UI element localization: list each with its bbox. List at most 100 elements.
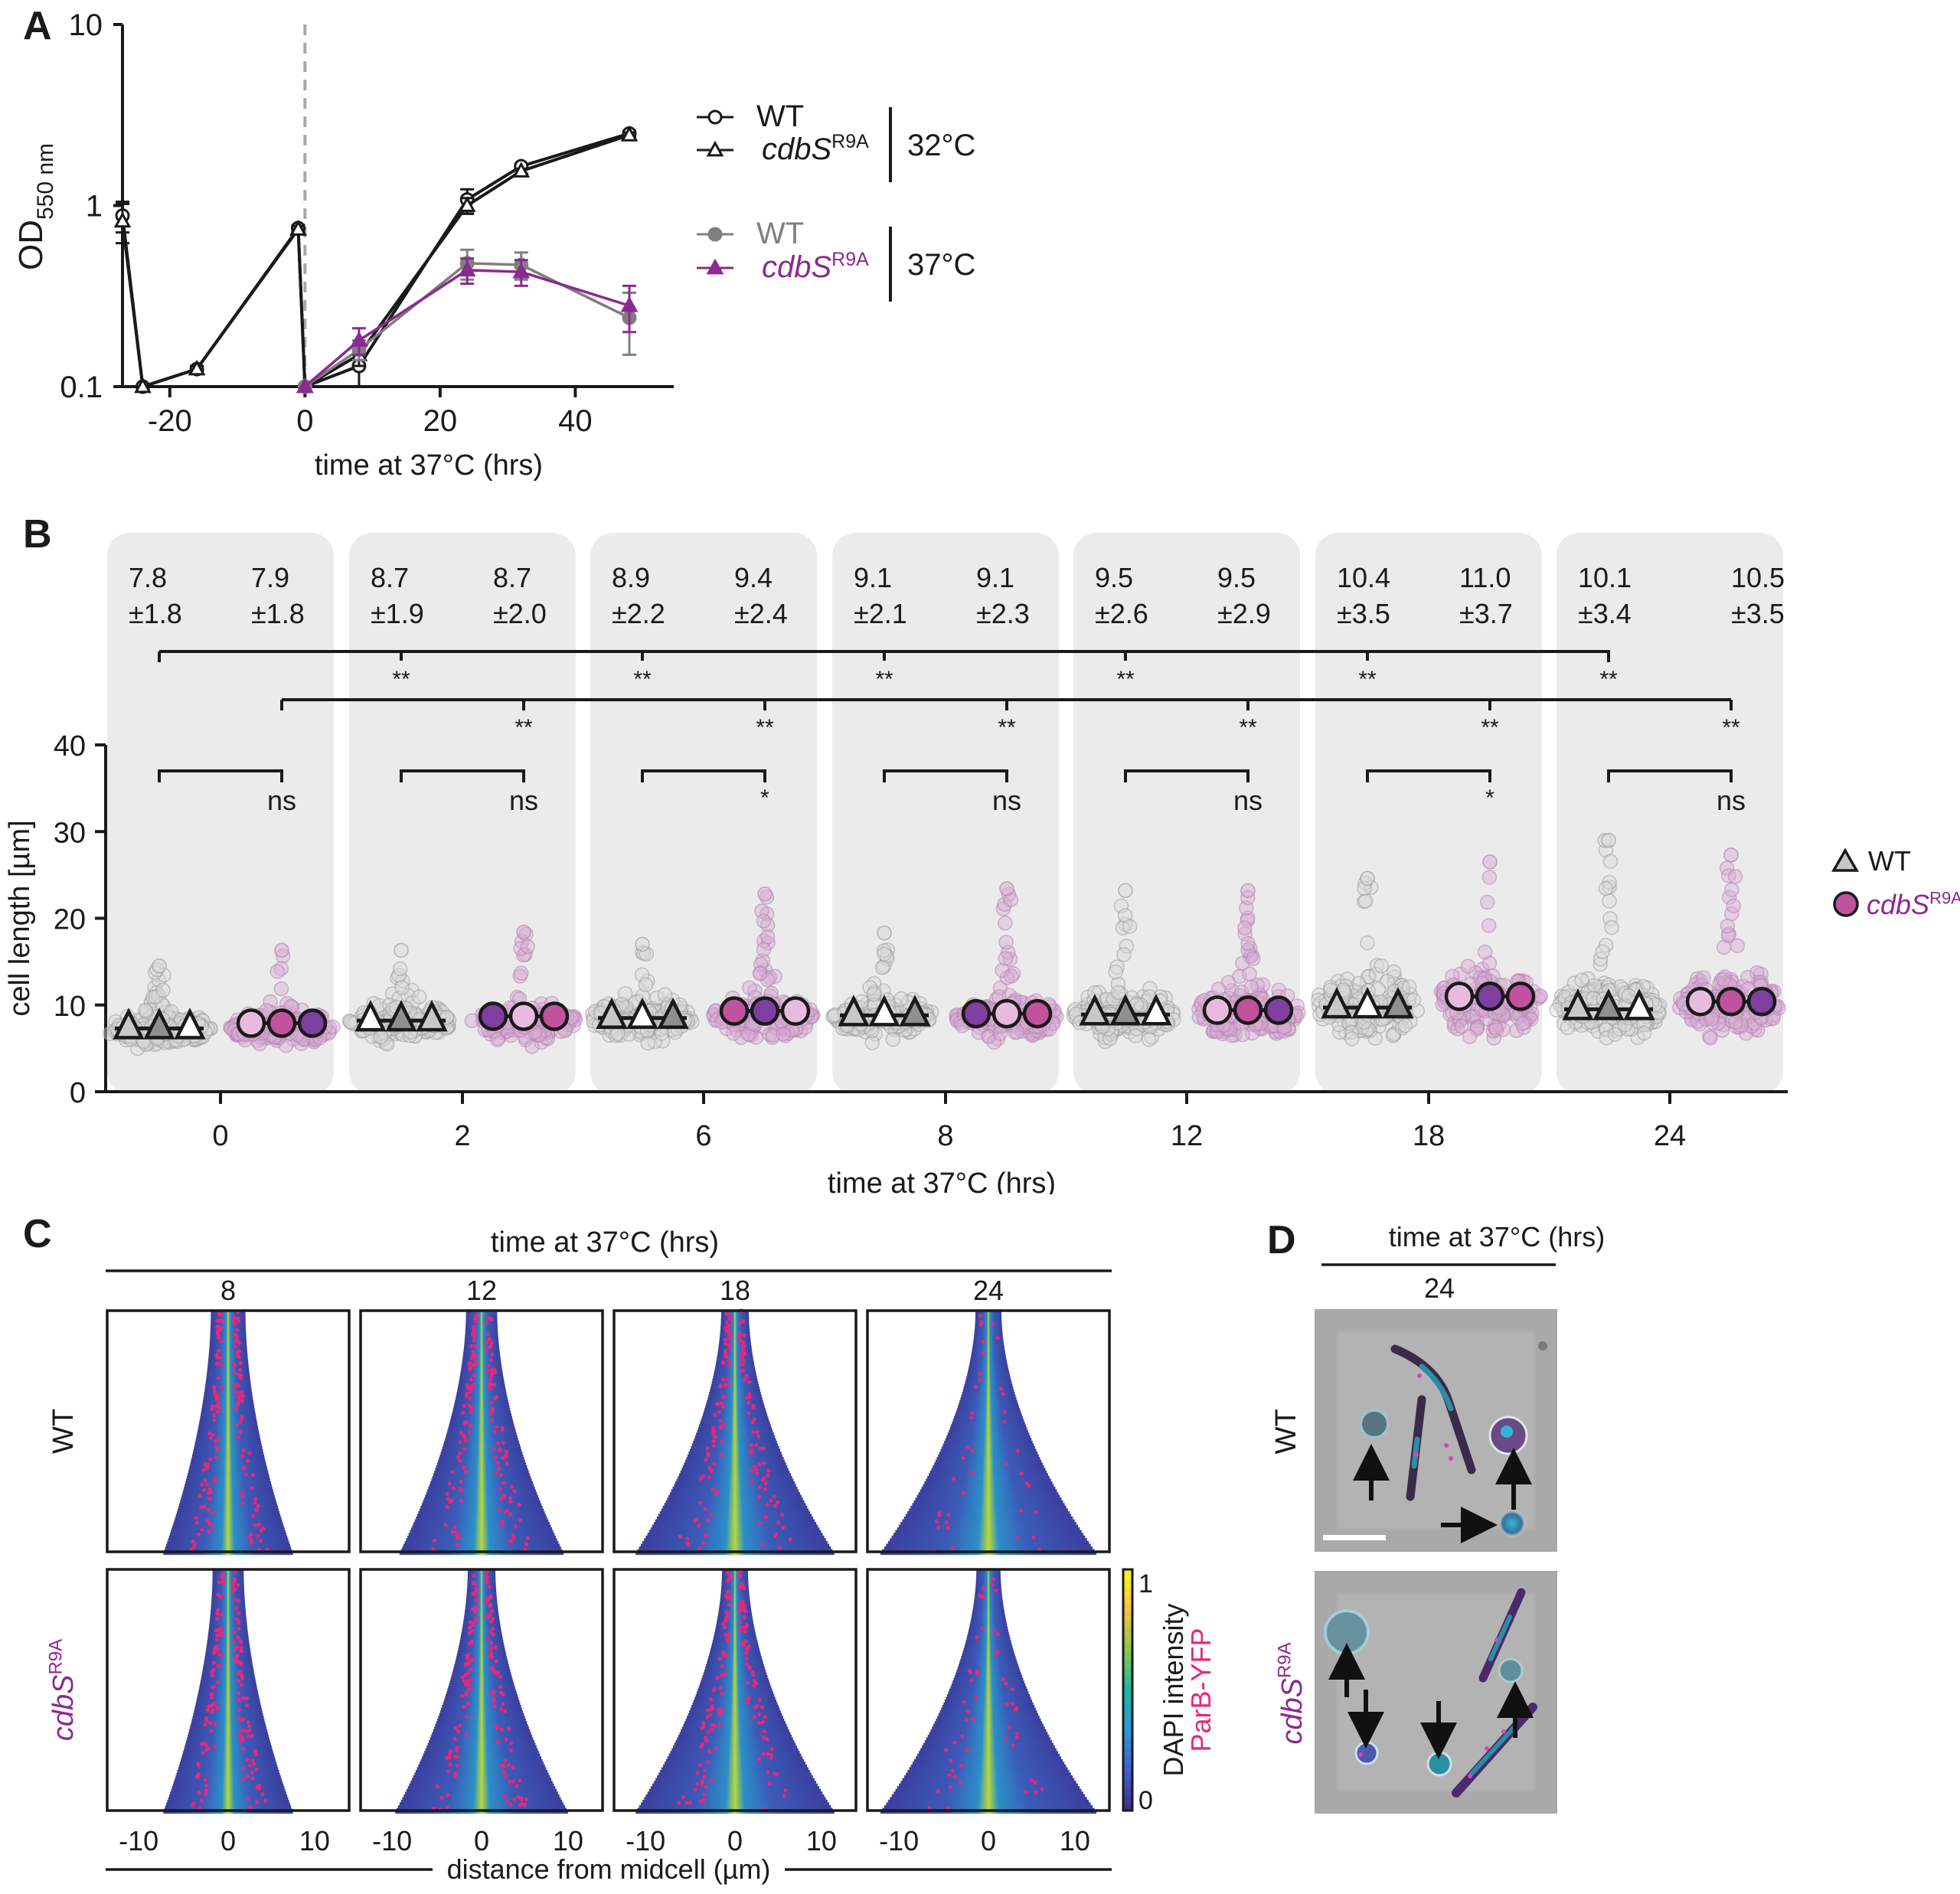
demograph-row — [886, 1543, 1091, 1547]
x-tick-label: 24 — [1654, 1120, 1686, 1152]
legend-group-label: 37°C — [907, 248, 975, 282]
parb-focus — [236, 1679, 241, 1683]
demograph-row — [656, 1516, 814, 1520]
parb-focus — [978, 1372, 983, 1376]
demograph-row — [179, 1762, 277, 1765]
parb-focus — [740, 1358, 746, 1363]
demograph-row — [964, 1383, 1013, 1387]
demograph-row — [658, 1514, 812, 1517]
parb-focus — [200, 1482, 204, 1487]
round-cell — [1426, 1751, 1452, 1777]
demograph-row — [201, 1410, 256, 1415]
demograph-row — [967, 1373, 1010, 1376]
demograph-row — [205, 1653, 251, 1657]
demograph-row — [425, 1494, 538, 1498]
parb-focus — [488, 1647, 493, 1651]
parb-focus — [254, 1767, 259, 1772]
demograph-row — [642, 1540, 828, 1544]
demograph-row — [939, 1710, 1037, 1714]
parb-focus — [241, 1777, 246, 1781]
parb-focus — [1014, 1735, 1019, 1740]
demograph-row — [966, 1375, 1011, 1380]
parb-focus — [701, 1720, 706, 1725]
demograph-row — [976, 1575, 1001, 1579]
stat-mutant-mean: 7.9 — [251, 562, 289, 593]
cell-point — [325, 1019, 341, 1035]
parb-focus — [783, 1788, 788, 1793]
demograph-row — [703, 1410, 767, 1415]
demograph-row — [974, 1329, 1003, 1333]
parb-focus — [491, 1616, 495, 1621]
demograph-row — [467, 1577, 496, 1581]
demograph-row — [672, 1745, 798, 1749]
parb-focus — [212, 1418, 217, 1422]
parb-focus — [471, 1657, 475, 1662]
parb-focus — [234, 1390, 238, 1395]
parb-focus — [968, 1670, 973, 1674]
parb-focus — [721, 1377, 726, 1382]
parb-focus — [257, 1522, 262, 1527]
demograph-row — [185, 1742, 271, 1746]
cell-point — [1385, 1027, 1401, 1043]
demograph-row — [182, 1753, 274, 1757]
parb-focus — [236, 1582, 240, 1588]
demograph-row — [698, 1686, 772, 1690]
demograph-row — [717, 1357, 753, 1360]
parb-focus — [724, 1670, 728, 1676]
parb-focus — [203, 1478, 207, 1483]
demograph-row — [661, 1508, 809, 1512]
cell-point-outlier — [1240, 883, 1256, 899]
demograph-row — [173, 1781, 283, 1785]
round-cell — [1498, 1510, 1526, 1537]
demograph-row — [199, 1422, 257, 1425]
demograph-row — [466, 1313, 498, 1317]
cell-point — [1240, 936, 1256, 952]
demograph-row — [947, 1432, 1030, 1436]
demograph-row — [645, 1794, 825, 1798]
demograph-row — [181, 1494, 275, 1498]
demograph-row — [429, 1484, 534, 1487]
parb-focus — [454, 1755, 459, 1759]
demograph-row — [963, 1386, 1014, 1390]
parb-focus — [723, 1337, 728, 1342]
parb-focus — [721, 1650, 726, 1654]
demograph-row — [691, 1445, 779, 1450]
demograph-row — [664, 1762, 806, 1765]
parb-focus — [202, 1487, 207, 1492]
parb-focus — [484, 1340, 488, 1344]
demograph-row — [709, 1392, 761, 1396]
legend-marker — [706, 258, 724, 275]
x-tick-label: -20 — [148, 404, 192, 438]
demograph-cdbs-18h — [612, 1568, 858, 1814]
demograph-row — [929, 1732, 1048, 1736]
parb-focus — [247, 1451, 252, 1455]
parb-focus — [498, 1497, 504, 1501]
legend-wt-label: WT — [1868, 845, 1911, 877]
parb-focus — [212, 1661, 217, 1665]
parb-focus — [218, 1631, 223, 1637]
demograph-row — [942, 1704, 1035, 1709]
parb-focus — [1034, 1790, 1038, 1795]
demograph-row — [927, 1475, 1050, 1479]
demograph-row — [969, 1628, 1008, 1632]
parb-focus — [238, 1669, 243, 1674]
demograph-row — [934, 1721, 1043, 1725]
bg-mask — [0, 1093, 1960, 1109]
demograph-row — [467, 1585, 496, 1589]
parb-focus — [468, 1396, 472, 1401]
cell-point — [1122, 919, 1138, 934]
panel-letter-d: D — [1267, 1218, 1296, 1262]
parb-focus — [727, 1596, 732, 1601]
demograph-row — [702, 1413, 768, 1417]
parb-focus — [751, 1406, 756, 1410]
parb-focus — [488, 1377, 493, 1382]
data-point — [620, 126, 639, 142]
demograph-row — [192, 1454, 264, 1458]
demograph-row — [451, 1416, 512, 1420]
cell-point — [259, 1003, 274, 1018]
demograph-row — [681, 1726, 789, 1730]
replicate-median-circle — [961, 998, 991, 1029]
parb-focus — [723, 1351, 728, 1356]
parb-focus — [207, 1457, 212, 1461]
cell-point — [1116, 947, 1132, 962]
